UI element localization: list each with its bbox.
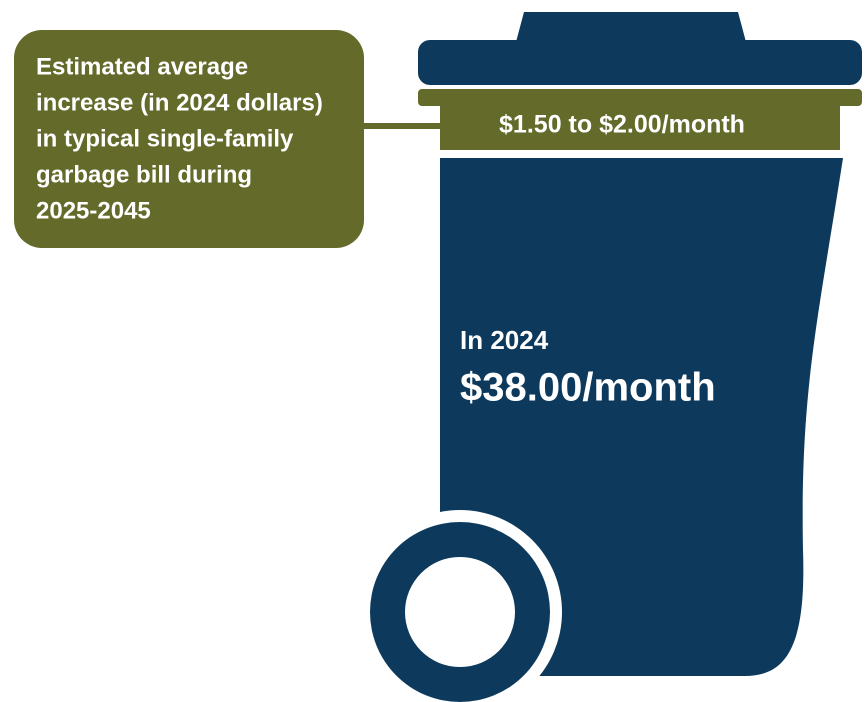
bin-handle (516, 12, 746, 42)
bin-lid (418, 40, 862, 85)
callout-line: garbage bill during (36, 161, 252, 188)
bin-rim (418, 89, 862, 106)
callout-text: Estimated average increase (in 2024 dolla… (36, 53, 323, 224)
callout-line: 2025-2045 (36, 197, 151, 224)
current-label: In 2024 (460, 325, 549, 355)
current-value: $38.00/month (460, 366, 716, 410)
band-label: $1.50 to $2.00/month (499, 111, 745, 139)
bin-band (440, 104, 840, 150)
callout-line: increase (in 2024 dollars) (36, 89, 323, 116)
callout-line: in typical single-family (36, 125, 294, 152)
wheel-hub (405, 557, 515, 667)
callout-line: Estimated average (36, 53, 248, 80)
callout-box (14, 30, 364, 248)
bin-body (440, 158, 843, 676)
